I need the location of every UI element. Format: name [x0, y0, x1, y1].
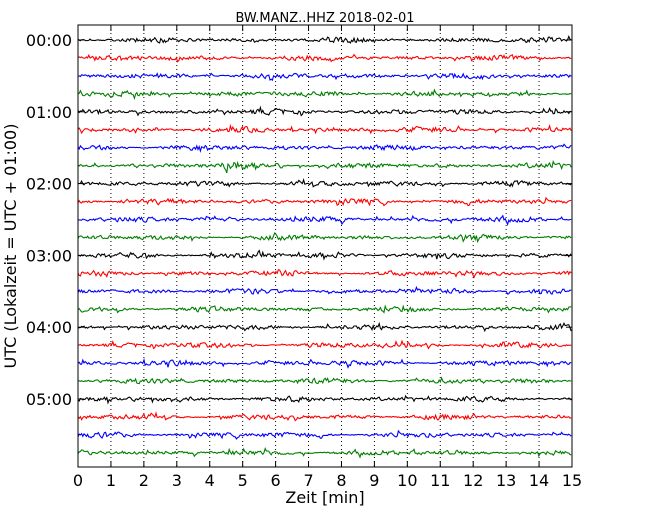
x-tick-label-1: 1 [106, 471, 116, 490]
x-tick-label-0: 0 [73, 471, 83, 490]
x-tick-label-8: 8 [336, 471, 346, 490]
trace-0 [77, 35, 572, 44]
x-axis-label: Zeit [min] [285, 488, 364, 507]
y-tick-label-2: 02:00 [26, 175, 72, 194]
seismic-traces [77, 35, 572, 459]
x-tick-label-11: 11 [430, 471, 450, 490]
grid-lines [110, 25, 540, 467]
trace-7 [77, 159, 572, 174]
trace-17 [77, 339, 572, 350]
chart-title: BW.MANZ..HHZ 2018-02-01 [235, 11, 414, 26]
trace-21 [77, 411, 572, 422]
trace-20 [77, 394, 572, 405]
x-tick-label-13: 13 [496, 471, 516, 490]
trace-16 [77, 321, 572, 333]
trace-22 [77, 429, 572, 440]
trace-23 [77, 446, 572, 459]
x-tick-label-5: 5 [238, 471, 248, 490]
trace-14 [77, 285, 572, 296]
x-tick-label-9: 9 [369, 471, 379, 490]
trace-9 [77, 196, 572, 207]
trace-8 [77, 177, 572, 188]
trace-15 [77, 304, 572, 314]
trace-11 [77, 231, 572, 244]
trace-18 [77, 357, 572, 369]
trace-12 [77, 249, 572, 261]
x-tick-label-14: 14 [529, 471, 549, 490]
trace-2 [77, 72, 572, 82]
trace-10 [77, 214, 572, 227]
y-axis-label: UTC (Lokalzeit = UTC + 01:00) [1, 124, 20, 369]
y-tick-label-4: 04:00 [26, 318, 72, 337]
trace-5 [77, 123, 572, 135]
plot-frame [77, 24, 573, 468]
x-axis-ticks: 0 1 2 3 4 5 6 7 8 9 10 11 12 13 14 15 [73, 25, 582, 490]
trace-19 [78, 376, 572, 385]
x-tick-label-3: 3 [172, 471, 182, 490]
x-tick-label-10: 10 [397, 471, 417, 490]
x-tick-label-7: 7 [303, 471, 313, 490]
y-axis-ticks: 00:00 01:00 02:00 03:00 04:00 05:00 [26, 31, 572, 409]
x-tick-label-6: 6 [271, 471, 281, 490]
trace-1 [77, 53, 572, 63]
y-tick-label-5: 05:00 [26, 390, 72, 409]
trace-3 [77, 88, 572, 101]
y-tick-label-3: 03:00 [26, 246, 72, 265]
trace-6 [77, 143, 572, 154]
x-tick-label-2: 2 [139, 471, 149, 490]
x-tick-label-15: 15 [562, 471, 582, 490]
y-tick-label-1: 01:00 [26, 103, 72, 122]
x-tick-label-12: 12 [463, 471, 483, 490]
x-tick-label-4: 4 [205, 471, 215, 490]
trace-13 [77, 269, 572, 279]
y-tick-label-0: 00:00 [26, 31, 72, 50]
trace-4 [77, 105, 572, 117]
